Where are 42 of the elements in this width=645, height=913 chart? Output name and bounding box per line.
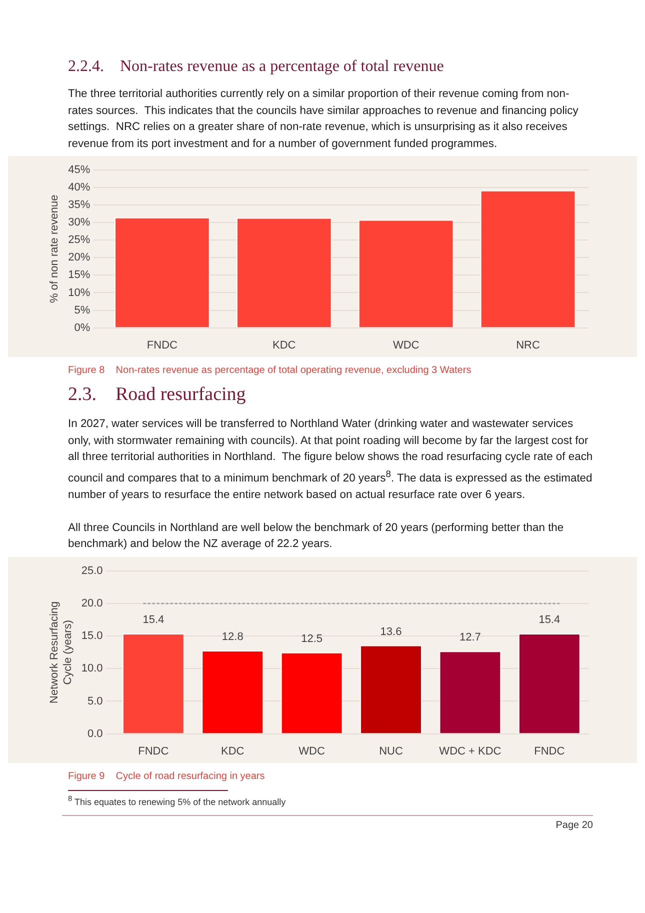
y-tick-label: 15.0 <box>81 630 103 642</box>
text: In 2027, water services will be transferred to Northland Water (drinking water and wastewater services only, with stormwater remaining with councils). At that point roading will become by far the largest cost for all three territorial authorities in Northland. The figure below shows the road resurfacing cycle rate of each council and compares that to a minimum benchmark of 20 years$^{8}$. The data is expressed as the estimated number of years to resurface the entire network based on actual resurface rate over 6 years. All three Councils in Northland are well below the benchmark of 20 years (performing better than the benchmark) and below the NZ average of 22.2 years. <box>68 418 593 550</box>
y-axis-title: % of non rate revenue <box>48 194 61 304</box>
data-label: 12.7 <box>459 631 481 644</box>
x-tick-label: KDC <box>220 745 244 758</box>
y-tick-label: 40% <box>68 182 90 194</box>
caption: Figure 9 Cycle of road resurfacing in years <box>68 770 266 782</box>
chart-subtitle: The three territorial authorities currently rely on a similar proportion of their revenue coming from non-rates sources. This indicates that the councils have similar approaches to revenue and financing policy settings. NRC relies on a greater share of non-rate revenue, which is unsurprising as it also receives revenue from its port investment and for a number of government funded programmes. <box>68 87 580 152</box>
y-tick-label: 15% <box>68 269 90 282</box>
chart-title: 2.3. Road resurfacing <box>68 384 247 406</box>
x-tick-label: WDC + KDC <box>439 745 502 758</box>
data-label: 15.4 <box>142 614 164 626</box>
data-label: 12.8 <box>222 630 244 643</box>
y-tick-label: 25% <box>68 234 90 246</box>
text: $^{8}$ This equates to renewing 5% of the network annually <box>68 792 286 807</box>
y-axis-title: Network Resurfacing Cycle (years) <box>48 601 74 704</box>
y-tick-label: 10% <box>68 286 90 299</box>
x-tick-label: WDC <box>298 745 325 758</box>
data-label: 15.4 <box>538 614 560 626</box>
y-tick-label: 10.0 <box>81 662 103 674</box>
y-tick-label: 30% <box>68 216 90 229</box>
x-tick-label: WDC <box>392 339 420 352</box>
y-tick-label: 0.0 <box>88 728 103 740</box>
y-tick-label: 0% <box>74 322 90 334</box>
x-tick-label: NRC <box>516 339 540 352</box>
text: Page 20 <box>62 814 593 831</box>
y-tick-label: 5% <box>74 304 90 316</box>
data-label: 13.6 <box>380 626 402 638</box>
x-tick-label: FNDC <box>534 745 565 758</box>
caption: Figure 8 Non-rates revenue as percentage of total operating revenue, excluding 3 Waters <box>68 365 472 376</box>
chart-title: 2.2.4. Non-rates revenue as a percentage of total revenue <box>68 58 445 76</box>
x-tick-label: FNDC <box>138 745 169 758</box>
y-tick-label: 45% <box>68 164 90 176</box>
y-tick-label: 5.0 <box>88 695 103 708</box>
x-tick-label: NUC <box>379 745 403 758</box>
y-tick-label: 25.0 <box>81 564 103 577</box>
y-tick-label: 35% <box>68 199 90 212</box>
y-tick-label: 20% <box>68 252 90 264</box>
x-tick-label: KDC <box>272 339 296 352</box>
x-tick-label: FNDC <box>146 339 178 352</box>
data-label: 12.5 <box>301 632 323 645</box>
y-tick-label: 20.0 <box>81 597 103 610</box>
